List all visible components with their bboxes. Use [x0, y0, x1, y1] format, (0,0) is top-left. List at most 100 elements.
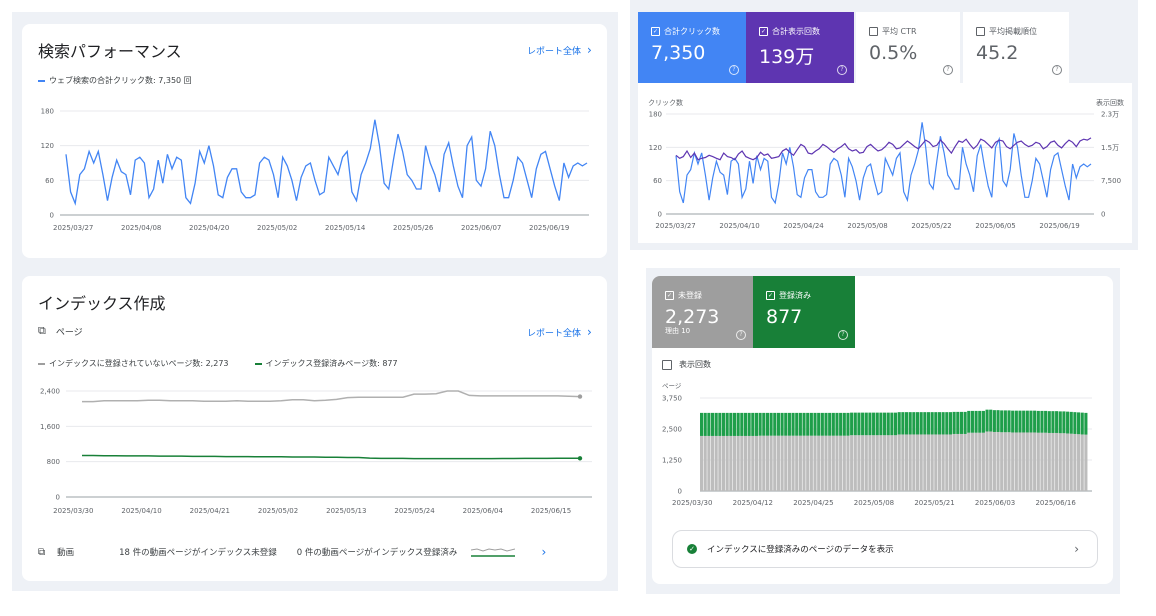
not-indexed-bar [930, 434, 934, 491]
indexed-bar [842, 412, 846, 436]
position-metric-value: 45.2 [976, 42, 1019, 64]
indexed-bar [817, 412, 821, 436]
indexed-bar [1055, 411, 1059, 433]
x-tick-label: 2025/05/14 [325, 224, 366, 232]
not-indexed-bar [765, 435, 769, 491]
help-icon[interactable]: ? [837, 65, 847, 75]
clicks-metric-value: 7,350 [651, 42, 706, 64]
not-indexed-legend-label: インデックスに登録されていないページ数: 2,273 [49, 359, 229, 368]
indexed-bar [718, 412, 722, 436]
help-icon[interactable]: ? [838, 330, 848, 340]
position-metric-tile[interactable]: 平均掲載順位 45.2 ? [963, 12, 1069, 83]
indexed-bar [1000, 410, 1004, 433]
not-indexed-bar [915, 434, 920, 491]
x-tick-label: 2025/04/10 [121, 507, 161, 515]
video-indexed-text: 0 件の動画ページがインデックス登録済み [296, 548, 458, 558]
not-indexed-bar [934, 434, 938, 491]
not-indexed-bar [956, 433, 960, 491]
indexed-bar [886, 412, 890, 436]
indexing-report-link[interactable]: レポート全体 › [527, 325, 592, 339]
clicks-metric-tile[interactable]: ✓ 合計クリック数 7,350 ? [638, 12, 746, 83]
indexed-tile[interactable]: ✓ 登録済み 877 ? [753, 276, 855, 348]
performance-report-link[interactable]: レポート全体 › [527, 43, 592, 57]
help-icon[interactable]: ? [729, 65, 739, 75]
y-tick-label: 1,250 [662, 457, 682, 465]
not-indexed-bar [736, 435, 740, 491]
not-indexed-series-line [82, 390, 581, 403]
video-row[interactable]: ⧉ 動画 18 件の動画ページがインデックス未登録 0 件の動画ページがインデッ… [38, 544, 598, 560]
clicks-impressions-chart: クリック数 表示回数 0 0 60 7,500 120 1.5万 180 2.3万 2025/… [648, 98, 1124, 230]
help-icon[interactable]: ? [1052, 65, 1062, 75]
indexed-bar [890, 412, 894, 436]
not-indexed-bar [1066, 433, 1070, 491]
indexed-bar [967, 410, 971, 433]
indexed-bar [959, 411, 963, 434]
impressions-metric-value: 139万 [759, 46, 815, 68]
coverage-axis-title: ページ [662, 382, 682, 390]
indexed-bar [850, 412, 854, 436]
y-tick-label-right: 2.3万 [1101, 111, 1119, 119]
chevron-right-icon: › [541, 545, 547, 559]
not-indexed-bar [926, 434, 931, 491]
video-label: 動画 [57, 548, 75, 558]
indexed-bar [978, 410, 982, 433]
not-indexed-tile[interactable]: ✓ 未登録 2,273 理由 10 ? [652, 276, 753, 348]
not-indexed-bar [1073, 433, 1077, 491]
indexed-bar [802, 412, 806, 436]
indexed-bar [762, 412, 766, 436]
indexed-bar [992, 410, 996, 432]
indexed-bar [956, 411, 960, 434]
y-tick-label-right: 0 [1101, 211, 1105, 219]
not-indexed-bar [996, 431, 1000, 491]
indexed-bar [736, 412, 740, 436]
not-indexed-bar [703, 435, 707, 491]
performance-legend-label: ウェブ検索の合計クリック数: 7,350 回 [49, 76, 192, 85]
x-tick-label: 2025/05/24 [394, 507, 435, 515]
x-tick-label: 2025/05/02 [257, 224, 297, 232]
x-tick-label: 2025/06/15 [531, 507, 571, 515]
left-axis-title: クリック数 [648, 98, 683, 107]
help-icon[interactable]: ? [736, 330, 746, 340]
indexed-bar [1066, 411, 1070, 434]
x-tick-label: 2025/06/03 [975, 499, 1015, 507]
x-tick-label: 2025/04/20 [189, 224, 229, 232]
impressions-toggle-label: 表示回数 [679, 360, 711, 369]
indexed-bar [1084, 412, 1088, 435]
not-indexed-bar [879, 435, 883, 491]
view-indexed-button[interactable]: ✓ インデックスに登録済みのページのデータを表示 › [672, 530, 1098, 568]
not-indexed-bar [758, 435, 762, 491]
indexed-tile-value: 877 [766, 306, 803, 328]
indexed-bar [1058, 411, 1062, 434]
indexed-legend-label: インデックス登録済みページ数: 877 [265, 359, 398, 368]
clicks-series-line [65, 119, 588, 206]
indexed-bar [1044, 410, 1048, 433]
checkbox-unchecked-icon [662, 359, 672, 370]
x-tick-label: 2025/04/08 [121, 224, 161, 232]
pages-row: ⧉ ページ [38, 324, 83, 338]
chevron-right-icon: › [587, 325, 592, 339]
ctr-metric-label: 平均 CTR [882, 27, 917, 36]
not-indexed-bar [795, 435, 799, 491]
indexing-report-link-label: レポート全体 [527, 328, 582, 339]
indexed-bar [985, 409, 989, 432]
not-indexed-bar [978, 432, 982, 491]
indexed-bar [868, 412, 872, 436]
indexed-bar [926, 412, 931, 435]
not-indexed-bar [1047, 432, 1051, 491]
not-indexed-bar [1055, 432, 1059, 491]
not-indexed-bar [970, 432, 974, 491]
not-indexed-bar [798, 435, 802, 491]
help-icon[interactable]: ? [943, 65, 953, 75]
performance-card: 検索パフォーマンス レポート全体 › ウェブ検索の合計クリック数: 7,350 … [22, 24, 607, 258]
ctr-metric-tile[interactable]: 平均 CTR 0.5% ? [856, 12, 960, 83]
not-indexed-bar [1011, 432, 1015, 491]
impressions-toggle[interactable]: 表示回数 [662, 359, 711, 370]
not-indexed-bar [963, 433, 967, 491]
not-indexed-bar [707, 435, 711, 491]
checkbox-unchecked-icon [976, 27, 985, 36]
indexed-bar [795, 412, 799, 436]
indexed-bar [930, 412, 934, 435]
y-tick-label: 2,400 [40, 388, 60, 396]
impressions-metric-tile[interactable]: ✓ 合計表示回数 139万 ? [746, 12, 854, 83]
indexing-chart: 0 800 1,600 2,400 2025/03/30 2025/04/10 2025/… [40, 388, 592, 515]
